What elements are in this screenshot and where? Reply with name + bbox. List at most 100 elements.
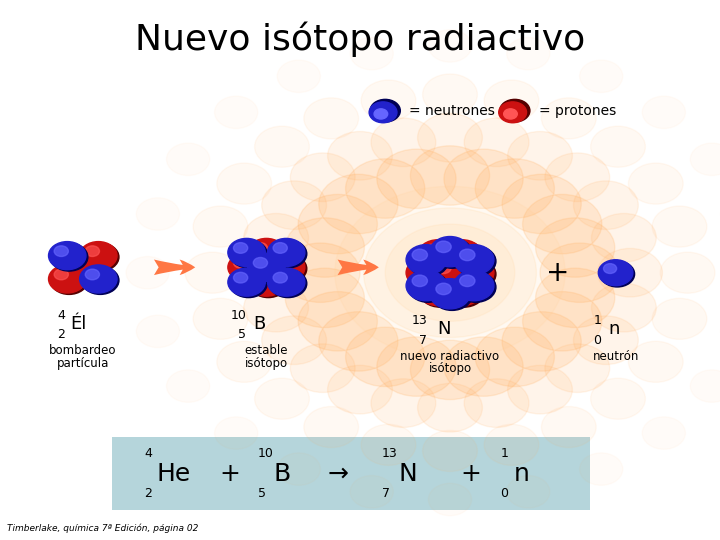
Circle shape (410, 340, 490, 400)
Circle shape (420, 241, 460, 272)
Circle shape (273, 258, 287, 268)
Circle shape (541, 98, 596, 139)
Circle shape (436, 283, 451, 295)
Circle shape (250, 255, 287, 283)
Circle shape (590, 126, 645, 167)
Circle shape (475, 327, 554, 387)
Circle shape (85, 269, 99, 280)
Circle shape (652, 206, 707, 247)
Circle shape (448, 280, 463, 292)
Text: isótopo: isótopo (245, 357, 288, 370)
Circle shape (499, 102, 526, 123)
Circle shape (64, 253, 102, 281)
Circle shape (80, 265, 117, 293)
Circle shape (504, 109, 517, 119)
Circle shape (652, 298, 707, 339)
Text: 7: 7 (419, 334, 427, 347)
Circle shape (361, 80, 416, 121)
Circle shape (410, 146, 490, 205)
Circle shape (545, 344, 610, 393)
Circle shape (54, 246, 68, 256)
Text: = protones: = protones (539, 104, 616, 118)
Circle shape (591, 213, 656, 262)
Text: n: n (513, 462, 529, 486)
Circle shape (48, 241, 86, 269)
Circle shape (536, 218, 615, 277)
Circle shape (574, 181, 639, 230)
Circle shape (328, 131, 392, 180)
Circle shape (600, 261, 634, 287)
Circle shape (298, 194, 377, 254)
Text: Timberlake, química 7ª Edición, página 02: Timberlake, química 7ª Edición, página 0… (7, 523, 199, 533)
Circle shape (54, 269, 68, 280)
Circle shape (629, 341, 683, 382)
Circle shape (250, 240, 287, 268)
Circle shape (436, 241, 451, 253)
Circle shape (193, 298, 248, 339)
Circle shape (456, 259, 496, 289)
Circle shape (484, 424, 539, 465)
Circle shape (590, 378, 645, 419)
Circle shape (408, 246, 449, 276)
Text: n: n (608, 320, 620, 339)
Circle shape (319, 312, 398, 371)
Circle shape (248, 253, 285, 281)
Circle shape (629, 163, 683, 204)
Text: B: B (274, 462, 291, 486)
Text: 5: 5 (238, 328, 246, 341)
Circle shape (598, 248, 662, 297)
Circle shape (454, 258, 494, 288)
Circle shape (430, 237, 470, 267)
Circle shape (464, 118, 529, 167)
Circle shape (253, 258, 268, 268)
Text: neutrón: neutrón (593, 350, 639, 363)
Circle shape (230, 255, 267, 283)
FancyBboxPatch shape (112, 437, 590, 510)
Circle shape (377, 149, 456, 208)
Circle shape (233, 272, 248, 283)
Text: 1: 1 (593, 314, 601, 327)
Circle shape (502, 174, 581, 234)
Circle shape (536, 268, 615, 328)
Text: N: N (437, 320, 451, 339)
Circle shape (228, 238, 265, 267)
Circle shape (432, 280, 472, 310)
Circle shape (508, 131, 572, 180)
Circle shape (598, 260, 633, 286)
Circle shape (230, 269, 267, 298)
Circle shape (346, 327, 425, 387)
Circle shape (454, 245, 494, 275)
Circle shape (448, 244, 463, 256)
Circle shape (508, 366, 572, 414)
Circle shape (545, 153, 610, 201)
Text: 4: 4 (144, 447, 152, 460)
Circle shape (408, 259, 449, 289)
Circle shape (248, 238, 285, 267)
Text: +: + (461, 462, 482, 486)
Circle shape (335, 186, 565, 359)
Text: estable: estable (245, 345, 288, 357)
Circle shape (304, 407, 359, 448)
Circle shape (268, 238, 305, 267)
Circle shape (230, 240, 267, 268)
Circle shape (48, 265, 86, 293)
Circle shape (418, 240, 458, 270)
Circle shape (285, 268, 364, 328)
Text: = neutrones: = neutrones (409, 104, 495, 118)
Circle shape (361, 424, 416, 465)
Circle shape (541, 407, 596, 448)
Circle shape (244, 213, 309, 262)
Circle shape (454, 271, 494, 301)
Circle shape (436, 262, 451, 274)
Text: →: → (328, 462, 348, 486)
Circle shape (424, 244, 439, 256)
Circle shape (85, 246, 99, 256)
Circle shape (523, 292, 602, 351)
Circle shape (412, 249, 428, 261)
Circle shape (574, 316, 639, 364)
Circle shape (459, 249, 475, 261)
Circle shape (273, 272, 287, 283)
Circle shape (407, 240, 493, 305)
Circle shape (484, 80, 539, 121)
Circle shape (370, 99, 400, 122)
